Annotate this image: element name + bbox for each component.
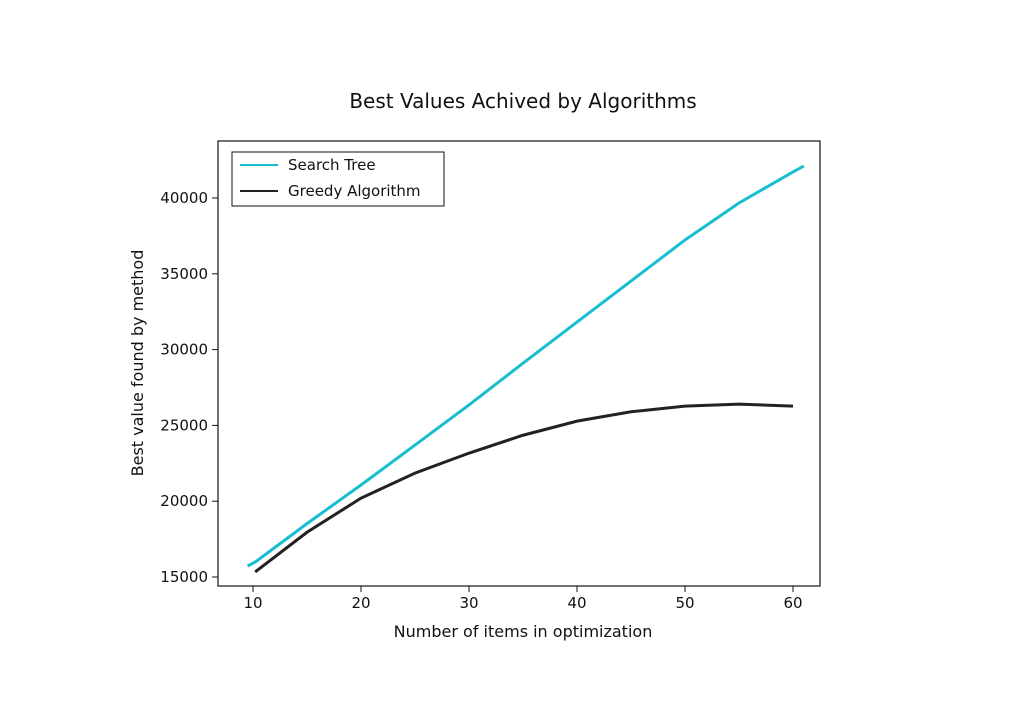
legend-label: Search Tree bbox=[288, 156, 376, 174]
y-tick-label: 40000 bbox=[160, 189, 208, 207]
line-series bbox=[254, 402, 794, 574]
y-tick-label: 25000 bbox=[160, 416, 208, 434]
legend-label: Greedy Algorithm bbox=[288, 182, 421, 200]
x-tick-label: 30 bbox=[459, 594, 478, 612]
plot-frame bbox=[217, 140, 821, 587]
x-tick-label: 10 bbox=[243, 594, 262, 612]
x-tick-label: 20 bbox=[351, 594, 370, 612]
legend-box bbox=[231, 151, 445, 207]
x-tick-label: 60 bbox=[783, 594, 802, 612]
chart-title: Best Values Achived by Algorithms bbox=[349, 89, 696, 113]
y-tick-label: 20000 bbox=[160, 492, 208, 510]
x-tick-label: 50 bbox=[675, 594, 694, 612]
y-tick-label: 30000 bbox=[160, 341, 208, 359]
y-axis-label: Best value found by method bbox=[128, 250, 147, 477]
x-tick-label: 40 bbox=[567, 594, 586, 612]
y-tick-label: 15000 bbox=[160, 568, 208, 586]
line-series bbox=[246, 164, 805, 568]
x-axis-label: Number of items in optimization bbox=[394, 622, 653, 641]
y-tick-label: 35000 bbox=[160, 265, 208, 283]
